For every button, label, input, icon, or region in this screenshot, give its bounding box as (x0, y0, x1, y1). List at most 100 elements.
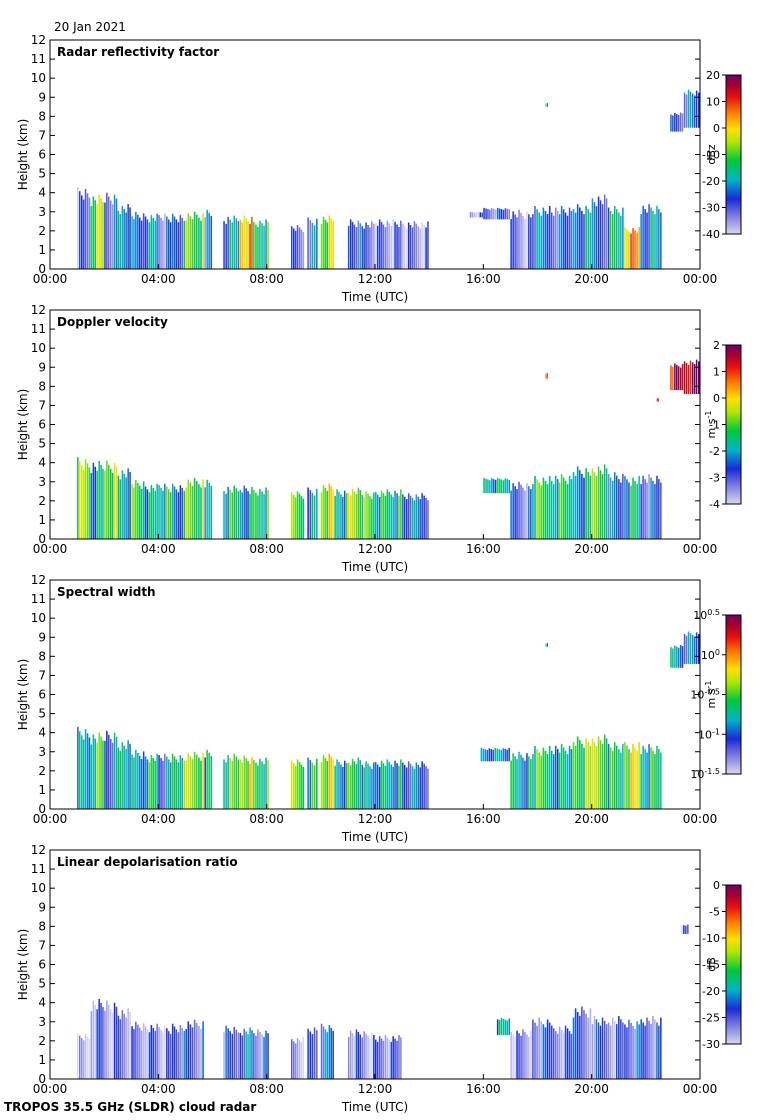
colorbar-tick-label: 0 (713, 122, 720, 135)
data-cell (562, 477, 565, 539)
data-cell (189, 482, 192, 539)
data-cell (402, 223, 404, 269)
data-cell (489, 480, 491, 494)
data-cell (656, 745, 658, 809)
data-cell (480, 747, 483, 762)
data-cell (96, 204, 98, 269)
data-cell (150, 1025, 153, 1079)
data-cell (488, 748, 491, 762)
data-cell (618, 479, 620, 539)
data-cell (496, 748, 498, 762)
data-cell (324, 1029, 327, 1079)
data-cell (544, 1027, 547, 1079)
data-cell (564, 1025, 567, 1079)
data-cell (654, 484, 656, 539)
data-cell (612, 1017, 614, 1079)
data-cell (86, 463, 89, 539)
data-cell (536, 749, 538, 809)
data-cell (687, 631, 690, 664)
data-cell (365, 761, 367, 809)
data-cell (520, 754, 522, 809)
data-cell (330, 1027, 332, 1079)
data-cell (113, 732, 116, 809)
data-cell (298, 761, 301, 809)
data-cell (560, 744, 563, 809)
data-cell (579, 740, 581, 809)
data-cell (656, 475, 658, 539)
x-tick-label: 00:00 (683, 272, 718, 286)
data-cell (683, 925, 685, 934)
data-cell (411, 497, 414, 539)
data-cell (524, 490, 526, 539)
data-cell (548, 206, 551, 269)
data-cell (195, 754, 198, 809)
data-cell (353, 224, 356, 269)
data-cell (510, 490, 512, 539)
data-cell (568, 1031, 571, 1079)
data-cell (650, 747, 652, 809)
data-cell (104, 1010, 106, 1079)
data-cell (293, 228, 295, 269)
data-cell (227, 755, 229, 809)
data-cell (110, 200, 112, 269)
data-cell (547, 643, 548, 647)
data-cell (302, 1037, 305, 1079)
data-cell (353, 491, 356, 539)
data-cell (152, 487, 154, 539)
data-cell (516, 217, 518, 269)
data-cell (375, 223, 377, 269)
data-cell (413, 768, 416, 809)
data-cell (601, 204, 604, 269)
data-cell (300, 496, 303, 539)
data-cell (158, 755, 160, 809)
data-cell (591, 468, 594, 539)
data-cell (516, 489, 518, 539)
data-cell (508, 479, 510, 494)
data-cell (139, 1027, 141, 1079)
data-cell (309, 760, 312, 809)
data-cell (142, 1023, 145, 1079)
x-tick-label: 20:00 (574, 272, 609, 286)
data-cell (689, 633, 692, 664)
data-cell (156, 483, 158, 539)
data-cell (502, 1018, 505, 1036)
data-cell (530, 1030, 532, 1079)
data-cell (349, 1030, 352, 1079)
data-cell (378, 767, 381, 809)
data-cell (640, 1019, 642, 1079)
data-cell (351, 221, 354, 269)
data-cell (386, 489, 389, 539)
data-cell (104, 202, 106, 269)
data-cell (338, 761, 340, 809)
colorbar (725, 614, 742, 775)
data-cell (81, 1037, 83, 1079)
data-cell (400, 759, 402, 809)
data-cell (81, 465, 83, 539)
data-cell (267, 760, 269, 809)
data-cell (542, 477, 545, 539)
data-cell (570, 479, 573, 539)
data-cell (597, 196, 600, 269)
data-cell (261, 1034, 263, 1079)
data-cell (117, 1015, 120, 1079)
data-cell (261, 491, 263, 539)
data-cell (404, 226, 406, 269)
data-cell (139, 755, 141, 809)
data-cell (82, 1040, 85, 1079)
data-cell (681, 924, 683, 934)
data-cell (589, 212, 592, 269)
data-cell (508, 747, 510, 762)
data-cell (583, 1010, 585, 1079)
data-cell (82, 469, 85, 539)
data-cell (562, 1032, 565, 1079)
data-cell (125, 749, 127, 809)
data-cell (595, 476, 598, 539)
data-cell (351, 488, 354, 539)
data-cell (173, 1026, 176, 1079)
data-cell (346, 493, 348, 539)
data-cell (498, 749, 500, 762)
data-cell (330, 486, 332, 539)
data-cell (77, 1033, 79, 1079)
date-label: 20 Jan 2021 (54, 20, 126, 34)
data-cell (84, 189, 87, 269)
